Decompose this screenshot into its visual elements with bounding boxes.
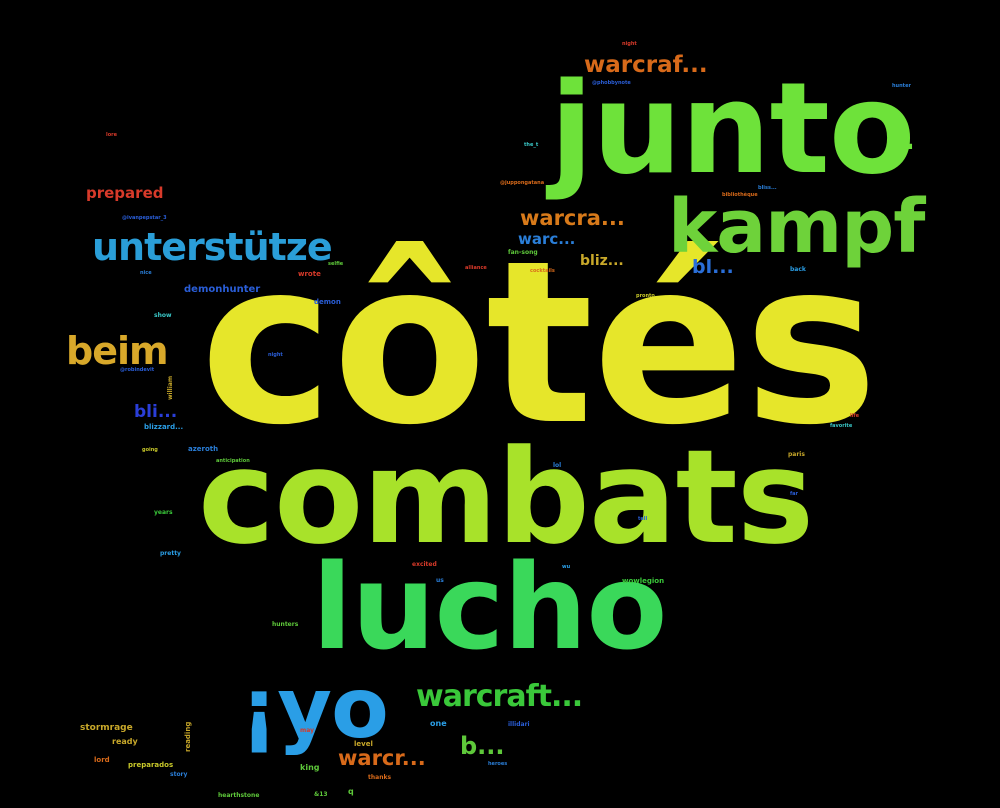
word-lol: lol (553, 462, 562, 469)
word-ivanpepstar: @ivanpepstar_3 (122, 215, 167, 221)
word-night-2: night (268, 352, 283, 358)
word-demon: demon (314, 298, 341, 306)
word-warcra-mid: warcra... (520, 206, 625, 230)
word-tell: tell (638, 516, 648, 522)
word-bliz-mid: bliz... (580, 253, 624, 269)
word-combats: combats (198, 421, 814, 573)
word-wowlegion: wowlegion (622, 577, 665, 585)
word-bliss: bliss... (758, 185, 777, 191)
word-may: may (300, 727, 315, 734)
word-wu: wu (562, 564, 571, 570)
word-blizzard: blizzard... (144, 423, 184, 431)
word-unterstutze: unterstütze (92, 225, 333, 269)
word-warcraf-top: warcraf... (584, 52, 708, 78)
word-juppongatana: @juppongatana (500, 180, 545, 186)
word-hunters: hunters (272, 621, 299, 628)
word-bli-left: bli... (134, 402, 178, 422)
word-excited: excited (412, 561, 437, 568)
word-selfie: selfie (328, 261, 344, 267)
word-demonhunter: demonhunter (184, 284, 261, 295)
word-wrote: wrote (298, 270, 321, 278)
word-q: q (348, 787, 354, 796)
word-story: story (170, 771, 188, 778)
word-azeroth: azeroth (188, 445, 219, 453)
word-junto-dots: ... (885, 123, 915, 156)
word-the-t: the_t (524, 142, 539, 148)
word-phobbynote: @phobbynote (592, 80, 631, 86)
word-robindevit: @robindevit (120, 367, 155, 373)
word-cotes: côtés (200, 213, 878, 475)
word-fansong: fan-song (508, 249, 538, 256)
word-one: one (430, 719, 447, 728)
word-813: &13 (314, 791, 328, 798)
word-nice: nice (140, 270, 152, 276)
word-pronto: pronto (636, 293, 655, 299)
word-cocktails: cocktails (530, 268, 555, 274)
word-bibliotheque: bibliothèque (722, 192, 758, 198)
word-ready: ready (112, 737, 138, 746)
word-warcr-bottom: warcr... (338, 746, 426, 770)
word-warcraft-ellipsis: warcraft... (416, 679, 583, 714)
word-thanks: thanks (368, 774, 392, 781)
word-paris: paris (788, 451, 805, 458)
word-back: back (790, 266, 806, 273)
word-bl-mid: bl... (692, 256, 734, 278)
word-william: william (167, 375, 174, 400)
word-lore: lore (106, 132, 118, 138)
word-reading: reading (184, 721, 192, 752)
word-heroes: heroes (488, 761, 508, 767)
word-yo: ¡yo (240, 659, 389, 757)
word-far: far (790, 491, 799, 497)
word-stormrage: stormrage (80, 723, 133, 733)
word-hearthstone: hearthstone (218, 792, 260, 799)
word-show: show (154, 312, 172, 319)
word-preparados: preparados (128, 761, 174, 769)
word-anticipation: anticipation (216, 458, 250, 464)
word-prepared: prepared (86, 184, 164, 202)
word-us: us (436, 577, 444, 584)
word-illidari: illidari (508, 721, 530, 728)
word-junto: junto (550, 55, 915, 202)
word-alliance: alliance (465, 265, 487, 271)
word-favorite: favorite (830, 423, 853, 429)
word-level: level (354, 740, 373, 748)
word-hunter: hunter (892, 83, 911, 89)
word-lucho: lucho (312, 538, 667, 676)
word-life: life (850, 413, 859, 419)
word-pretty: pretty (160, 550, 181, 557)
word-warc-mid: warc... (518, 230, 576, 248)
word-night: night (622, 41, 637, 47)
word-years: years (154, 509, 173, 516)
word-b-dots: b... (460, 732, 505, 760)
word-lord: lord (94, 756, 110, 764)
word-beim: beim (66, 329, 169, 373)
word-kampf: kampf (668, 184, 925, 270)
word-king: king (300, 763, 320, 772)
word-going: going (142, 447, 158, 453)
